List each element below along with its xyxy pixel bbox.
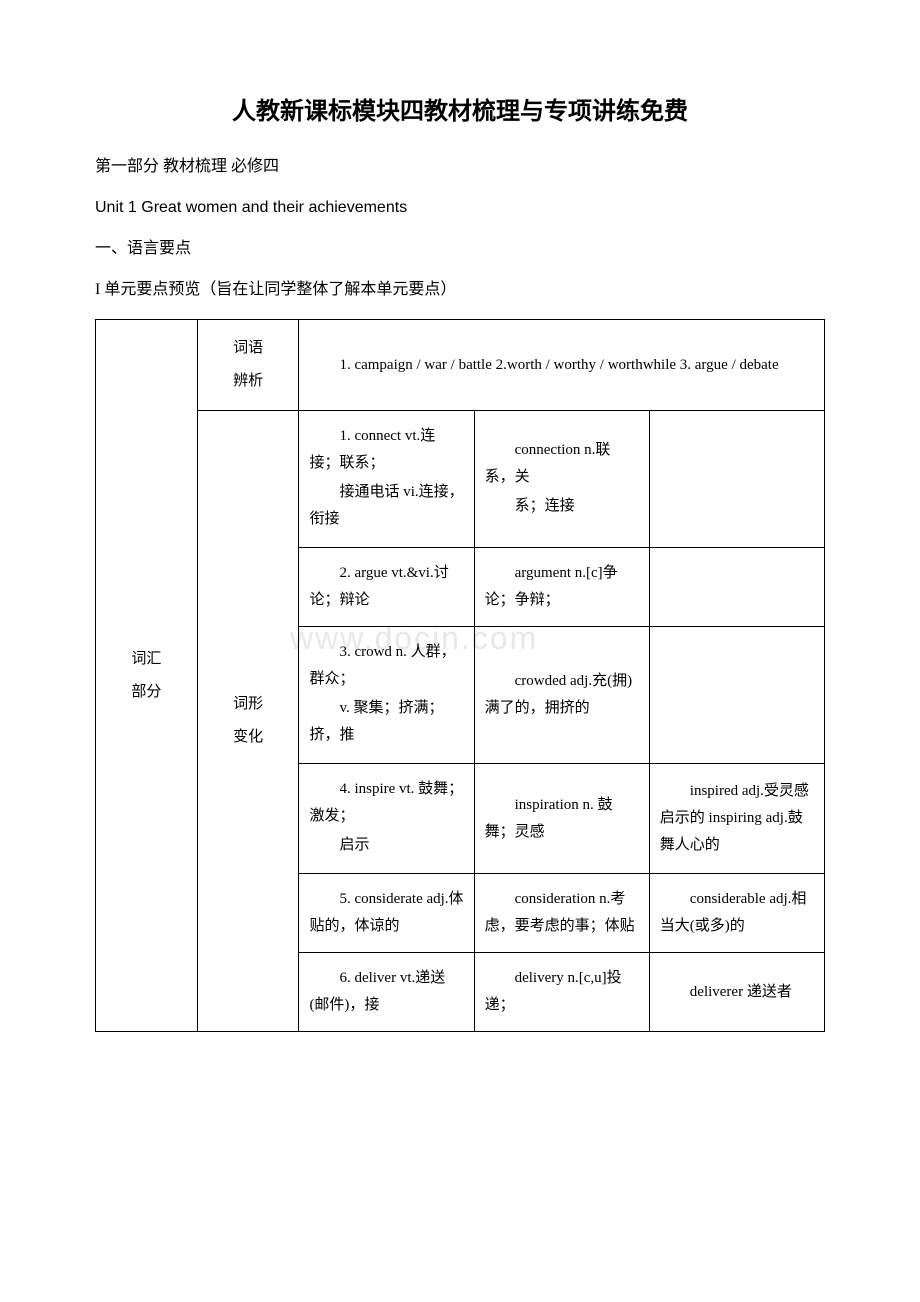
cell-text: 2. argue vt.&vi.讨论；辩论 bbox=[309, 560, 463, 614]
form-cell: inspired adj.受灵感启示的 inspiring adj.鼓舞人心的 bbox=[649, 764, 824, 874]
page-title: 人教新课标模块四教材梳理与专项讲练免费 bbox=[95, 90, 825, 133]
cell-text: 接通电话 vi.连接，衔接 bbox=[309, 479, 463, 533]
subsection-label: 词语 bbox=[208, 332, 289, 365]
cell-text: inspiration n. 鼓舞；灵感 bbox=[485, 792, 639, 846]
form-cell bbox=[649, 627, 824, 764]
cell-text: 3. crowd n. 人群，群众； bbox=[309, 639, 463, 693]
cell-text: 5. considerate adj.体贴的，体谅的 bbox=[309, 886, 463, 940]
cell-text: 1. connect vt.连接；联系； bbox=[309, 423, 463, 477]
cell-text: 6. deliver vt.递送(邮件)，接 bbox=[309, 965, 463, 1019]
cell-text: delivery n.[c,u]投递； bbox=[485, 965, 639, 1019]
form-cell bbox=[649, 411, 824, 548]
section-cell: 词汇 部分 bbox=[96, 320, 198, 1032]
cell-text: argument n.[c]争论；争辩； bbox=[485, 560, 639, 614]
form-cell bbox=[649, 548, 824, 627]
section-label: 词汇 bbox=[106, 643, 187, 676]
word-cell: 2. argue vt.&vi.讨论；辩论 bbox=[299, 548, 474, 627]
table-row: 词形 变化 1. connect vt.连接；联系； 接通电话 vi.连接，衔接… bbox=[96, 411, 825, 548]
subsection-label: 变化 bbox=[208, 721, 289, 754]
cell-text: consideration n.考虑，要考虑的事；体贴 bbox=[485, 886, 639, 940]
subtitle: 第一部分 教材梳理 必修四 bbox=[95, 153, 825, 182]
cell-text: deliverer 递送者 bbox=[660, 979, 814, 1006]
subsection-label: 辨析 bbox=[208, 365, 289, 398]
form-cell: crowded adj.充(拥)满了的，拥挤的 bbox=[474, 627, 649, 764]
form-cell: consideration n.考虑，要考虑的事；体贴 bbox=[474, 874, 649, 953]
form-cell: deliverer 递送者 bbox=[649, 953, 824, 1032]
cell-text: connection n.联系，关 bbox=[485, 437, 639, 491]
cell-text: inspired adj.受灵感启示的 inspiring adj.鼓舞人心的 bbox=[660, 778, 814, 859]
cell-text: 系；连接 bbox=[485, 493, 639, 520]
form-cell: delivery n.[c,u]投递； bbox=[474, 953, 649, 1032]
content-cell: 1. campaign / war / battle 2.worth / wor… bbox=[299, 320, 825, 411]
cell-text: 启示 bbox=[309, 832, 463, 859]
point-heading: I 单元要点预览（旨在让同学整体了解本单元要点） bbox=[95, 276, 825, 305]
subsection-cell: 词语 辨析 bbox=[197, 320, 299, 411]
subsection-label: 词形 bbox=[208, 688, 289, 721]
subsection-cell: 词形 变化 bbox=[197, 411, 299, 1032]
cell-text: considerable adj.相当大(或多)的 bbox=[660, 886, 814, 940]
word-cell: 3. crowd n. 人群，群众； v. 聚集；挤满；挤，推 bbox=[299, 627, 474, 764]
cell-text: crowded adj.充(拥)满了的，拥挤的 bbox=[485, 668, 639, 722]
form-cell: argument n.[c]争论；争辩； bbox=[474, 548, 649, 627]
section-heading: 一、语言要点 bbox=[95, 235, 825, 264]
form-cell: inspiration n. 鼓舞；灵感 bbox=[474, 764, 649, 874]
table-row: 词汇 部分 词语 辨析 1. campaign / war / battle 2… bbox=[96, 320, 825, 411]
word-cell: 1. connect vt.连接；联系； 接通电话 vi.连接，衔接 bbox=[299, 411, 474, 548]
vocabulary-table: 词汇 部分 词语 辨析 1. campaign / war / battle 2… bbox=[95, 319, 825, 1032]
cell-text: 1. campaign / war / battle 2.worth / wor… bbox=[309, 352, 814, 379]
cell-text: v. 聚集；挤满；挤，推 bbox=[309, 695, 463, 749]
unit-title: Unit 1 Great women and their achievement… bbox=[95, 194, 825, 223]
word-cell: 5. considerate adj.体贴的，体谅的 bbox=[299, 874, 474, 953]
form-cell: considerable adj.相当大(或多)的 bbox=[649, 874, 824, 953]
cell-text: 4. inspire vt. 鼓舞；激发； bbox=[309, 776, 463, 830]
section-label: 部分 bbox=[106, 676, 187, 709]
word-cell: 6. deliver vt.递送(邮件)，接 bbox=[299, 953, 474, 1032]
form-cell: connection n.联系，关 系；连接 bbox=[474, 411, 649, 548]
word-cell: 4. inspire vt. 鼓舞；激发； 启示 bbox=[299, 764, 474, 874]
